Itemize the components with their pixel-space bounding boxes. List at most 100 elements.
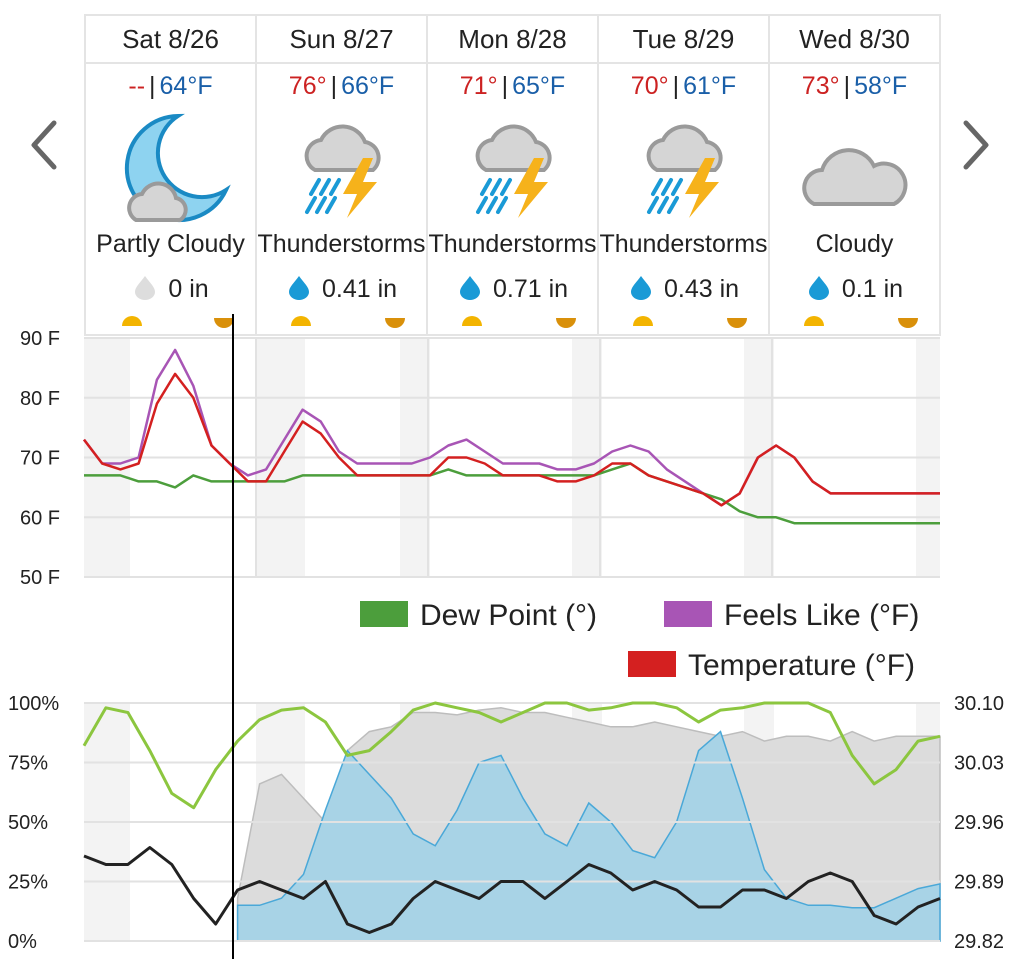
- sunset-icon: [385, 318, 405, 328]
- y-tick-left-label: 0%: [8, 931, 37, 953]
- chevron-left-icon: [31, 120, 57, 170]
- legend-swatch-feels-like: [664, 601, 712, 627]
- sun-times: [770, 316, 939, 336]
- sun-times: [428, 316, 597, 336]
- temperature-line: [83, 372, 940, 507]
- high-temp: 76°: [288, 72, 327, 100]
- sun-times: [86, 316, 255, 336]
- precip-value: 0 in: [168, 275, 209, 303]
- y-tick-label: 90 F: [20, 328, 60, 350]
- sun-times: [599, 316, 768, 336]
- temp-separator: |: [843, 72, 851, 100]
- temp-separator: |: [672, 72, 680, 100]
- y-tick-label: 60 F: [20, 507, 60, 529]
- previous-days-button[interactable]: [20, 115, 70, 175]
- temperature-chart[interactable]: 90 F 80 F 70 F 60 F 50 F: [20, 328, 940, 589]
- condition-text: Thunderstorms: [599, 230, 768, 258]
- next-days-button[interactable]: [950, 115, 1000, 175]
- precip-amount: 0.43 in: [599, 274, 768, 304]
- day-name: Mon 8/28: [428, 16, 597, 64]
- precip-amount: 0.1 in: [770, 274, 939, 304]
- low-temp: 58°F: [854, 72, 908, 100]
- y-tick-left-label: 25%: [8, 872, 48, 894]
- condition-text: Cloudy: [815, 230, 894, 258]
- precip-drop-icon: [288, 276, 309, 300]
- precip-amount: 0.41 in: [257, 274, 426, 304]
- humidity-line: [82, 701, 941, 810]
- sun-times: [257, 316, 426, 336]
- temp-separator: |: [501, 72, 509, 100]
- legend-feels-like: Feels Like (°F): [724, 599, 919, 632]
- sunrise-icon: [122, 316, 142, 326]
- high-temp: 73°: [801, 72, 840, 100]
- high-temp: 71°: [459, 72, 498, 100]
- sunset-icon: [556, 318, 576, 328]
- day-name: Tue 8/29: [599, 16, 768, 64]
- condition-text: Thunderstorms: [257, 230, 426, 258]
- day-temps: 73° | 58°F: [770, 72, 939, 104]
- precip-value: 0.43 in: [663, 275, 740, 303]
- precip-value: 0.71 in: [492, 275, 569, 303]
- high-temp: 70°: [630, 72, 669, 100]
- day-temps: -- | 64°F: [86, 72, 255, 104]
- precip-amount: 0 in: [86, 274, 255, 304]
- precip-value: 0.41 in: [321, 275, 398, 303]
- legend-temperature: Temperature (°F): [688, 649, 915, 682]
- day-temps: 71° | 65°F: [428, 72, 597, 104]
- condition-text: Thunderstorms: [428, 230, 597, 258]
- day-card[interactable]: Mon 8/28 71° | 65°F Thunderstorms 0.71 in: [426, 14, 597, 336]
- legend-swatch-dew-point: [360, 601, 408, 627]
- moon-partly-cloudy-icon: [124, 113, 231, 222]
- day-temps: 76° | 66°F: [257, 72, 426, 104]
- condition-text: Partly Cloudy: [96, 230, 245, 258]
- high-temp: --: [128, 72, 146, 100]
- y-tick-right-label: 29.82: [954, 931, 1004, 953]
- y-tick-right-label: 29.96: [954, 812, 1004, 834]
- thunderstorm-icon: [646, 124, 723, 218]
- low-temp: 66°F: [341, 72, 395, 100]
- sunrise-icon: [804, 316, 824, 326]
- y-tick-right-label: 30.10: [954, 693, 1004, 715]
- sunset-icon: [898, 318, 918, 328]
- legend-dew-point: Dew Point (°): [420, 599, 597, 632]
- precip-drop-icon: [630, 276, 651, 300]
- sunrise-icon: [462, 316, 482, 326]
- humidity-precip-chart[interactable]: 100% 75% 50% 25% 0% 30.10 30.03 29.96 29.89 29.82: [8, 693, 1004, 953]
- low-temp: 61°F: [683, 72, 737, 100]
- day-name: Sat 8/26: [86, 16, 255, 64]
- y-tick-label: 70 F: [20, 448, 60, 470]
- y-tick-right-label: 29.89: [954, 872, 1004, 894]
- day-card[interactable]: Sun 8/27 76° | 66°F Thunderstorms 0.41 in: [255, 14, 426, 336]
- day-card[interactable]: Wed 8/30 73° | 58°F Cloudy 0.1 in: [768, 14, 941, 336]
- daily-forecast: Sat 8/26 -- | 64°F Partly Cloudy 0 in Sun …: [84, 14, 941, 336]
- cloud-icon: [801, 148, 907, 206]
- y-tick-label: 50 F: [20, 567, 60, 589]
- sunrise-icon: [291, 316, 311, 326]
- y-tick-label: 80 F: [20, 388, 60, 410]
- sunrise-icon: [633, 316, 653, 326]
- precip-drop-icon: [459, 276, 480, 300]
- chevron-right-icon: [963, 120, 989, 170]
- pressure-line: [83, 846, 941, 934]
- temp-separator: |: [330, 72, 338, 100]
- day-temps: 70° | 61°F: [599, 72, 768, 104]
- day-card[interactable]: Tue 8/29 70° | 61°F Thunderstorms 0.43 in: [597, 14, 768, 336]
- y-tick-left-label: 100%: [8, 693, 59, 715]
- day-card[interactable]: Sat 8/26 -- | 64°F Partly Cloudy 0 in: [84, 14, 255, 336]
- low-temp: 65°F: [512, 72, 566, 100]
- sunset-icon: [214, 318, 234, 328]
- precip-drop-icon: [808, 276, 829, 300]
- day-name: Sun 8/27: [257, 16, 426, 64]
- precip-amount: 0.71 in: [428, 274, 597, 304]
- y-tick-left-label: 75%: [8, 753, 48, 775]
- precip-value: 0.1 in: [841, 275, 904, 303]
- thunderstorm-icon: [475, 124, 552, 218]
- legend-swatch-temperature: [628, 651, 676, 677]
- y-tick-right-label: 30.03: [954, 753, 1004, 775]
- day-name: Wed 8/30: [770, 16, 939, 64]
- low-temp: 64°F: [159, 72, 213, 100]
- temp-separator: |: [149, 72, 156, 100]
- precip-drop-icon: [135, 276, 156, 300]
- temperature-legend: Dew Point (°) Feels Like (°F) Temperatur…: [360, 599, 919, 682]
